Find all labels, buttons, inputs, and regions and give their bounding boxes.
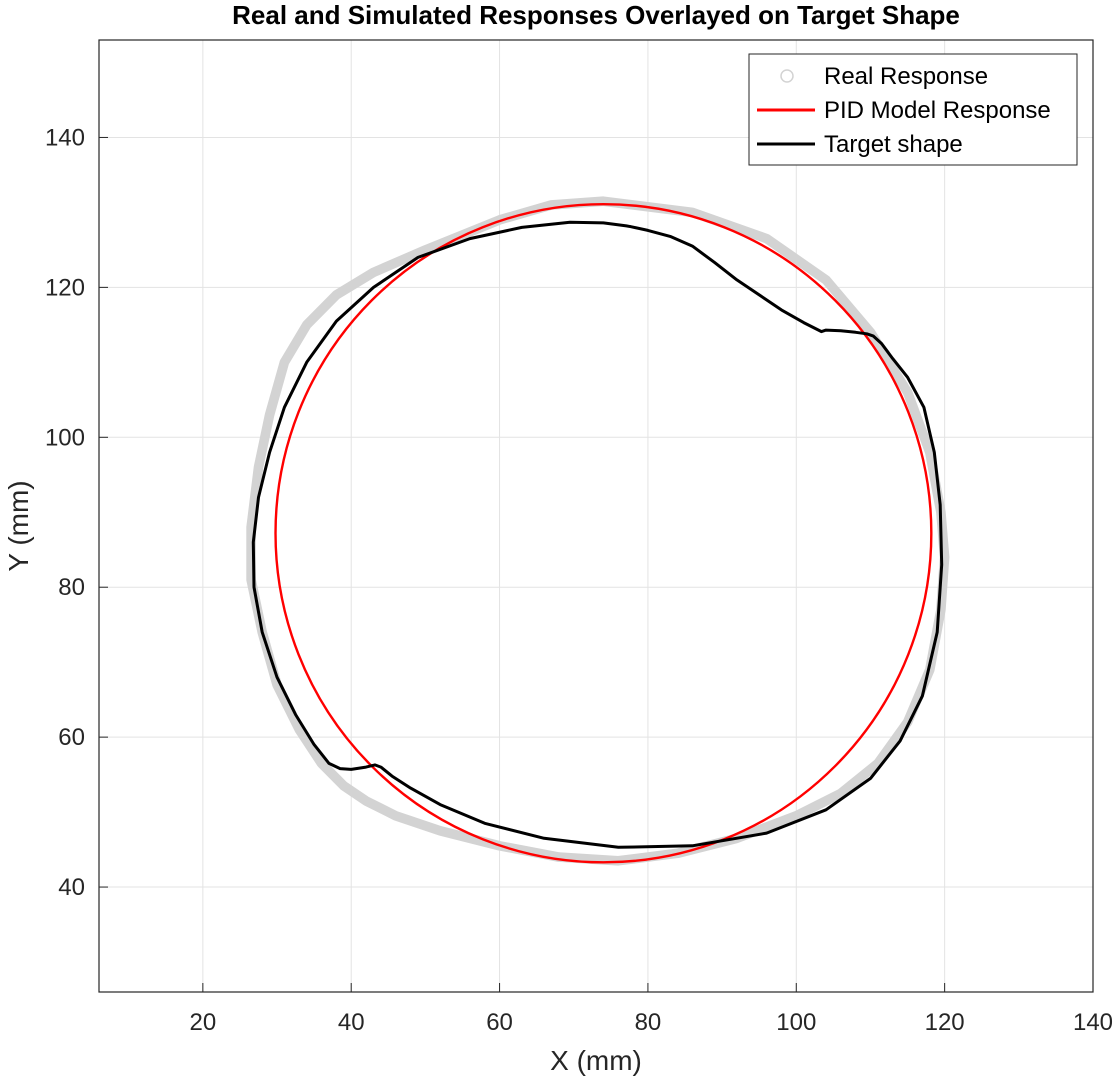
x-tick-label: 120: [925, 1009, 965, 1036]
x-tick-label: 140: [1073, 1009, 1113, 1036]
y-tick-label: 120: [45, 274, 85, 301]
legend-marker-real-response: [780, 69, 794, 83]
series-pid-model-response: [274, 202, 933, 864]
series-real-response: [246, 196, 950, 866]
y-axis-label: Y (mm): [3, 480, 34, 571]
chart-title: Real and Simulated Responses Overlayed o…: [232, 0, 960, 30]
y-tick-label: 40: [58, 874, 85, 901]
x-axis-label: X (mm): [550, 1045, 642, 1076]
y-tick-label: 60: [58, 724, 85, 751]
legend-label: PID Model Response: [824, 97, 1051, 124]
x-tick-label: 80: [635, 1009, 662, 1036]
y-tick-label: 140: [45, 124, 85, 151]
x-tick-label: 20: [189, 1009, 216, 1036]
legend-label: Real Response: [824, 63, 988, 90]
axes-box: [98, 39, 1094, 993]
plot-area: [246, 196, 950, 866]
y-tick-label: 100: [45, 424, 85, 451]
axis-ticks: 20 40 60 80 100 120 140 40 60 80 100 120 140: [45, 124, 1113, 1036]
x-tick-label: 60: [486, 1009, 513, 1036]
y-tick-label: 80: [58, 574, 85, 601]
x-tick-label: 100: [776, 1009, 816, 1036]
legend: Real Response PID Model Response Target sh…: [748, 53, 1078, 166]
legend-label: Target shape: [824, 131, 963, 158]
series-target-shape: [251, 220, 944, 849]
x-tick-label: 40: [338, 1009, 365, 1036]
